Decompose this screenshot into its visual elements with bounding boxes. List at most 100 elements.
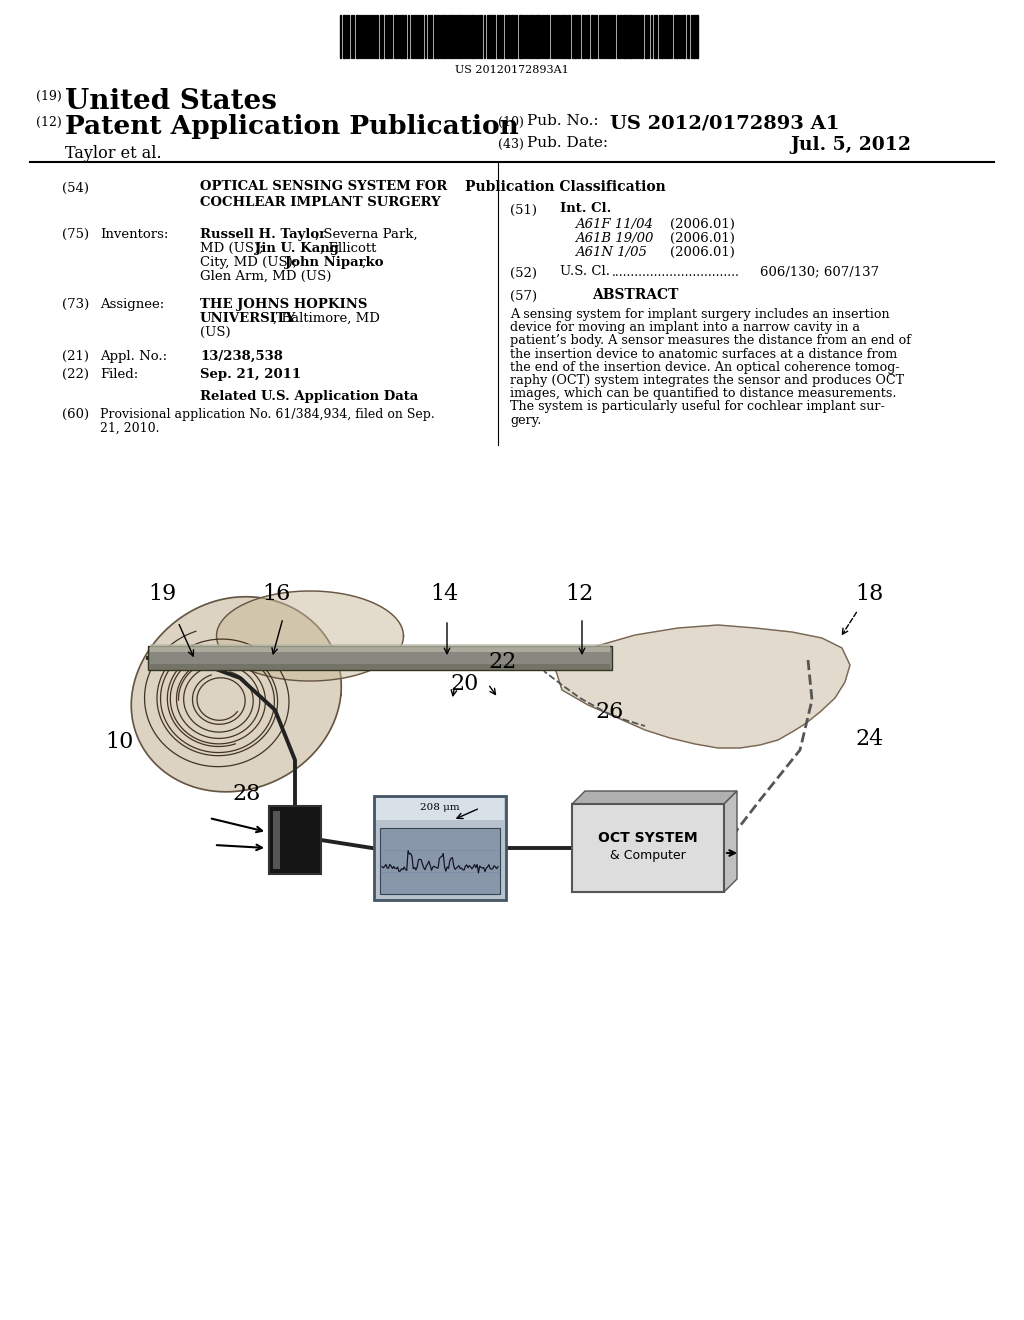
Text: & Computer: & Computer — [610, 850, 686, 862]
Bar — [452, 15, 454, 58]
Bar — [568, 15, 570, 58]
Bar — [343, 15, 345, 58]
Text: A61F 11/04: A61F 11/04 — [575, 218, 653, 231]
Bar — [437, 15, 439, 58]
Text: the insertion device to anatomic surfaces at a distance from: the insertion device to anatomic surface… — [510, 347, 897, 360]
Text: A sensing system for implant surgery includes an insertion: A sensing system for implant surgery inc… — [510, 308, 890, 321]
Bar — [696, 15, 698, 58]
Text: OPTICAL SENSING SYSTEM FOR: OPTICAL SENSING SYSTEM FOR — [200, 180, 447, 193]
Text: A61N 1/05: A61N 1/05 — [575, 246, 647, 259]
Text: 22: 22 — [488, 651, 516, 673]
Bar — [687, 15, 689, 58]
Text: (43): (43) — [498, 139, 524, 150]
Bar — [609, 15, 611, 58]
Text: 208 μm: 208 μm — [420, 804, 460, 813]
Text: THE JOHNS HOPKINS: THE JOHNS HOPKINS — [200, 298, 368, 312]
Text: Russell H. Taylor: Russell H. Taylor — [200, 228, 326, 242]
Bar — [457, 15, 459, 58]
Text: COCHLEAR IMPLANT SURGERY: COCHLEAR IMPLANT SURGERY — [200, 195, 440, 209]
Text: (2006.01): (2006.01) — [670, 218, 735, 231]
Text: Assignee:: Assignee: — [100, 298, 164, 312]
Bar — [531, 15, 534, 58]
Text: (52): (52) — [510, 267, 537, 280]
Bar — [442, 15, 444, 58]
Text: 24: 24 — [855, 729, 884, 750]
Text: images, which can be quantified to distance measurements.: images, which can be quantified to dista… — [510, 387, 896, 400]
Text: 606/130; 607/137: 606/130; 607/137 — [760, 265, 880, 279]
Text: The system is particularly useful for cochlear implant sur-: The system is particularly useful for co… — [510, 400, 885, 413]
Text: Sep. 21, 2011: Sep. 21, 2011 — [200, 368, 301, 381]
Text: 19: 19 — [148, 583, 176, 605]
Text: Related U.S. Application Data: Related U.S. Application Data — [200, 389, 418, 403]
Text: (10): (10) — [498, 116, 524, 129]
Text: Publication Classification: Publication Classification — [465, 180, 666, 194]
Text: 28: 28 — [232, 783, 260, 805]
Text: City, MD (US);: City, MD (US); — [200, 256, 301, 269]
Text: US 20120172893A1: US 20120172893A1 — [455, 65, 569, 75]
Text: U.S. Cl.: U.S. Cl. — [560, 265, 614, 279]
Text: (60): (60) — [62, 408, 89, 421]
Text: 12: 12 — [565, 583, 593, 605]
Polygon shape — [555, 624, 850, 748]
Bar — [676, 15, 678, 58]
Text: (19): (19) — [36, 90, 61, 103]
Bar — [380, 15, 383, 58]
Text: (54): (54) — [62, 182, 89, 195]
Bar — [404, 15, 406, 58]
Text: gery.: gery. — [510, 413, 542, 426]
Text: Patent Application Publication: Patent Application Publication — [65, 114, 519, 139]
Text: , Severna Park,: , Severna Park, — [315, 228, 418, 242]
Polygon shape — [572, 791, 737, 804]
Text: 16: 16 — [262, 583, 290, 605]
Bar — [641, 15, 643, 58]
Polygon shape — [131, 597, 341, 792]
Bar — [374, 796, 506, 900]
Bar — [630, 15, 632, 58]
Text: (51): (51) — [510, 205, 537, 216]
Text: A61B 19/00: A61B 19/00 — [575, 232, 653, 246]
Bar — [400, 15, 403, 58]
Text: Int. Cl.: Int. Cl. — [560, 202, 611, 215]
Text: Inventors:: Inventors: — [100, 228, 168, 242]
Text: 14: 14 — [430, 583, 459, 605]
Text: raphy (OCT) system integrates the sensor and produces OCT: raphy (OCT) system integrates the sensor… — [510, 374, 904, 387]
Bar — [376, 799, 504, 820]
Bar — [273, 810, 280, 869]
Bar — [471, 15, 473, 58]
Bar — [417, 15, 419, 58]
Text: (12): (12) — [36, 116, 61, 129]
Text: (21): (21) — [62, 350, 89, 363]
Text: US 2012/0172893 A1: US 2012/0172893 A1 — [610, 114, 840, 132]
Text: 13/238,538: 13/238,538 — [200, 350, 283, 363]
Text: patient’s body. A sensor measures the distance from an end of: patient’s body. A sensor measures the di… — [510, 334, 911, 347]
Bar — [693, 15, 695, 58]
Bar — [460, 15, 462, 58]
Text: OCT SYSTEM: OCT SYSTEM — [598, 832, 697, 845]
Text: Pub. Date:: Pub. Date: — [527, 136, 608, 150]
Text: MD (US);: MD (US); — [200, 242, 268, 255]
Text: Appl. No.:: Appl. No.: — [100, 350, 167, 363]
Bar — [666, 15, 668, 58]
Bar — [591, 15, 593, 58]
Bar — [683, 15, 685, 58]
Polygon shape — [724, 791, 737, 892]
Text: UNIVERSITY: UNIVERSITY — [200, 312, 296, 325]
Text: ABSTRACT: ABSTRACT — [592, 288, 678, 302]
Text: John Niparko: John Niparko — [285, 256, 384, 269]
Bar — [356, 15, 358, 58]
Bar — [150, 664, 610, 671]
Text: 21, 2010.: 21, 2010. — [100, 422, 160, 436]
Bar — [519, 15, 522, 58]
Text: 10: 10 — [105, 731, 133, 752]
Bar — [428, 15, 430, 58]
Text: Taylor et al.: Taylor et al. — [65, 145, 162, 162]
Text: Jul. 5, 2012: Jul. 5, 2012 — [790, 136, 911, 154]
Text: Glen Arm, MD (US): Glen Arm, MD (US) — [200, 271, 332, 282]
Bar — [269, 807, 321, 874]
Bar — [623, 15, 626, 58]
Text: (US): (US) — [200, 326, 230, 339]
Bar — [587, 15, 589, 58]
Bar — [490, 15, 492, 58]
Bar — [148, 645, 612, 671]
Bar — [662, 15, 663, 58]
